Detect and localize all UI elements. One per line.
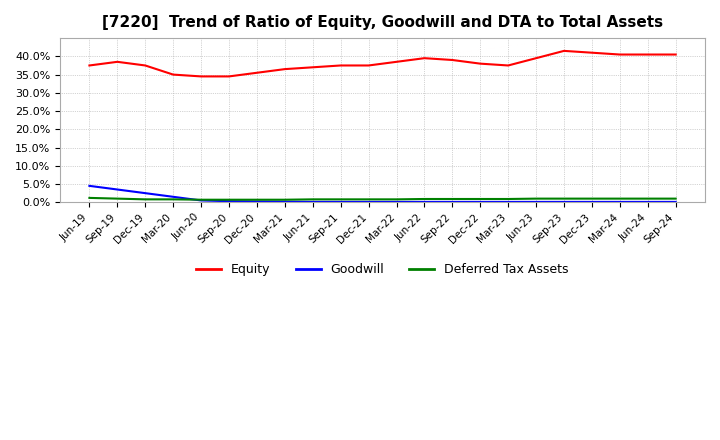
Deferred Tax Assets	[197, 197, 205, 202]
Equity	[559, 48, 568, 54]
Deferred Tax Assets	[113, 196, 122, 201]
Equity	[364, 63, 373, 68]
Deferred Tax Assets	[336, 197, 345, 202]
Equity	[532, 55, 541, 61]
Equity	[420, 55, 428, 61]
Goodwill	[392, 199, 401, 205]
Goodwill	[616, 199, 624, 205]
Deferred Tax Assets	[392, 197, 401, 202]
Deferred Tax Assets	[559, 196, 568, 201]
Deferred Tax Assets	[532, 196, 541, 201]
Equity	[504, 63, 513, 68]
Equity	[141, 63, 150, 68]
Equity	[308, 65, 317, 70]
Deferred Tax Assets	[141, 197, 150, 202]
Goodwill	[644, 199, 652, 205]
Goodwill	[308, 199, 317, 205]
Deferred Tax Assets	[225, 197, 233, 202]
Deferred Tax Assets	[448, 196, 456, 202]
Equity	[588, 50, 596, 55]
Title: [7220]  Trend of Ratio of Equity, Goodwill and DTA to Total Assets: [7220] Trend of Ratio of Equity, Goodwil…	[102, 15, 663, 30]
Goodwill	[85, 183, 94, 188]
Goodwill	[504, 199, 513, 205]
Equity	[281, 66, 289, 72]
Deferred Tax Assets	[308, 197, 317, 202]
Equity	[225, 74, 233, 79]
Equity	[448, 57, 456, 62]
Line: Goodwill: Goodwill	[89, 186, 675, 202]
Equity	[644, 52, 652, 57]
Equity	[671, 52, 680, 57]
Deferred Tax Assets	[169, 197, 178, 202]
Equity	[85, 63, 94, 68]
Goodwill	[169, 194, 178, 199]
Goodwill	[671, 199, 680, 205]
Goodwill	[532, 199, 541, 205]
Equity	[392, 59, 401, 65]
Goodwill	[336, 199, 345, 205]
Deferred Tax Assets	[588, 196, 596, 201]
Deferred Tax Assets	[616, 196, 624, 201]
Goodwill	[364, 199, 373, 205]
Goodwill	[281, 199, 289, 204]
Deferred Tax Assets	[420, 196, 428, 202]
Equity	[197, 74, 205, 79]
Equity	[253, 70, 261, 75]
Equity	[113, 59, 122, 65]
Goodwill	[197, 198, 205, 203]
Line: Equity: Equity	[89, 51, 675, 77]
Equity	[616, 52, 624, 57]
Deferred Tax Assets	[253, 197, 261, 202]
Deferred Tax Assets	[476, 196, 485, 202]
Goodwill	[225, 198, 233, 204]
Deferred Tax Assets	[281, 197, 289, 202]
Equity	[169, 72, 178, 77]
Line: Deferred Tax Assets: Deferred Tax Assets	[89, 198, 675, 200]
Goodwill	[141, 191, 150, 196]
Goodwill	[476, 199, 485, 205]
Goodwill	[113, 187, 122, 192]
Deferred Tax Assets	[644, 196, 652, 201]
Goodwill	[253, 199, 261, 204]
Deferred Tax Assets	[85, 195, 94, 201]
Deferred Tax Assets	[504, 196, 513, 202]
Goodwill	[448, 199, 456, 205]
Deferred Tax Assets	[671, 196, 680, 201]
Goodwill	[559, 199, 568, 205]
Goodwill	[420, 199, 428, 205]
Goodwill	[588, 199, 596, 205]
Legend: Equity, Goodwill, Deferred Tax Assets: Equity, Goodwill, Deferred Tax Assets	[192, 258, 574, 282]
Equity	[476, 61, 485, 66]
Equity	[336, 63, 345, 68]
Deferred Tax Assets	[364, 197, 373, 202]
